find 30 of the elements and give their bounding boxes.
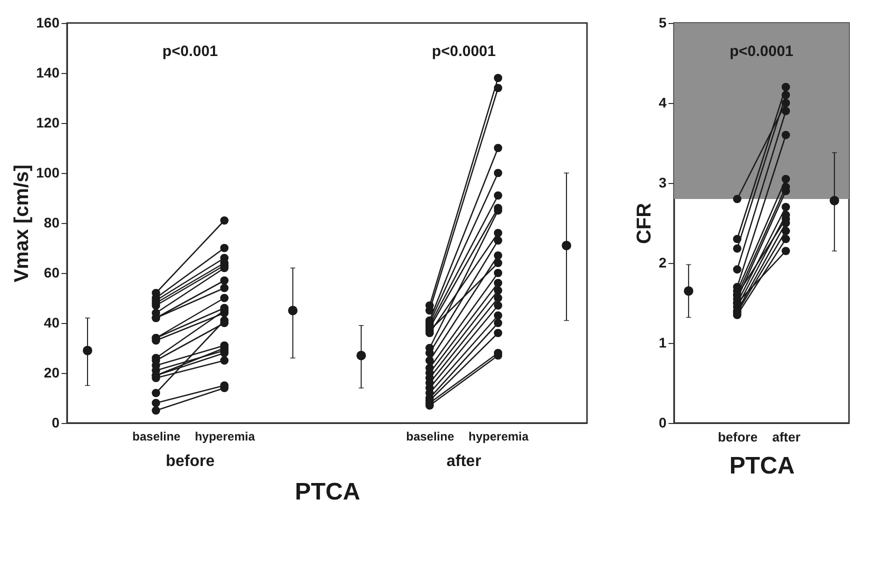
x-tick-label: before [718, 430, 758, 444]
y-tick-label: 20 [44, 364, 60, 380]
y-axis-title: CFR [634, 202, 656, 244]
y-tick-label: 40 [44, 314, 60, 330]
y-tick-label: 80 [44, 214, 60, 230]
x-axis-title: PTCA [294, 478, 360, 506]
y-tick-label: 1 [658, 334, 667, 350]
x-axis-title: PTCA [729, 452, 795, 480]
x-tick-label: hyperemia [194, 430, 256, 444]
annotation: p<0.0001 [730, 43, 794, 60]
y-tick-label: 2 [658, 254, 667, 270]
annotation: p<0.001 [162, 43, 218, 60]
y-axis-title: Vmax [cm/s] [11, 164, 34, 282]
y-tick-label: 60 [44, 264, 60, 280]
x-tick-label: hyperemia [468, 430, 529, 444]
annotation: p<0.0001 [432, 43, 496, 60]
text: after [446, 453, 482, 470]
y-tick-label: 160 [36, 14, 60, 30]
y-tick-label: 4 [658, 94, 667, 110]
x-tick-label: after [772, 430, 800, 444]
y-tick-label: 120 [36, 114, 60, 130]
y-tick-label: 3 [658, 174, 667, 190]
text: before [166, 453, 215, 470]
x-tick-label: baseline [132, 430, 181, 444]
y-tick-label: 100 [36, 164, 60, 180]
y-tick-label: 0 [658, 414, 667, 430]
y-tick-label: 5 [658, 14, 667, 30]
x-tick-label: baseline [406, 430, 454, 444]
y-tick-label: 140 [36, 64, 60, 80]
y-tick-label: 0 [52, 414, 60, 430]
